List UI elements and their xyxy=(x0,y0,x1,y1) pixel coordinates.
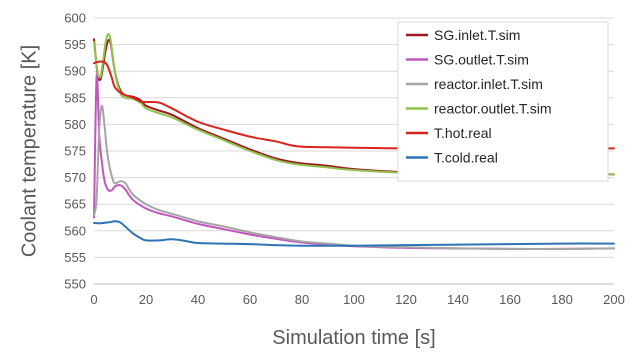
y-tick-label: 580 xyxy=(64,117,86,132)
series-lines xyxy=(93,32,615,250)
axes: 550 555 560 565 570 575 580 585 590 595 600 0 20 40 60… xyxy=(64,11,625,308)
legend: SG.inlet.T.sim SG.outlet.T.sim reactor.inl… xyxy=(397,21,609,182)
y-axis-label: Coolant temperature [K] xyxy=(18,45,40,257)
x-axis-label: Simulation time [s] xyxy=(272,327,435,349)
y-tick-label: 575 xyxy=(64,144,86,159)
x-tick-label: 120 xyxy=(395,292,417,307)
series-line-reactor-outlet-t-sim xyxy=(93,32,615,176)
y-tick-label: 600 xyxy=(64,11,86,26)
y-tick-label: 590 xyxy=(64,64,86,79)
x-tick-label: 80 xyxy=(295,292,309,307)
y-tick-label: 595 xyxy=(64,37,86,52)
legend-label: T.hot.real xyxy=(434,125,492,141)
y-tick-label: 585 xyxy=(64,90,86,105)
y-tick-label: 550 xyxy=(64,277,86,292)
x-tick-label: 200 xyxy=(603,292,625,307)
x-tick-label: 60 xyxy=(243,292,257,307)
series-line-t-hot-real xyxy=(93,60,615,150)
y-tick-label: 570 xyxy=(64,170,86,185)
legend-label: SG.outlet.T.sim xyxy=(434,52,529,68)
legend-label: reactor.inlet.T.sim xyxy=(434,76,543,92)
legend-label: reactor.outlet.T.sim xyxy=(434,101,552,117)
series-line-reactor-inlet-t-sim xyxy=(93,104,615,250)
y-tick-label: 560 xyxy=(64,223,86,238)
x-tick-label: 40 xyxy=(191,292,205,307)
y-tick-label: 555 xyxy=(64,250,86,265)
gridlines xyxy=(94,17,614,258)
legend-label: SG.inlet.T.sim xyxy=(434,27,520,43)
y-tick-label: 565 xyxy=(64,197,86,212)
x-tick-label: 0 xyxy=(90,292,97,307)
legend-box xyxy=(397,21,609,182)
legend-label: T.cold.real xyxy=(434,150,498,166)
x-tick-label: 100 xyxy=(343,292,365,307)
x-tick-label: 20 xyxy=(139,292,153,307)
x-tick-label: 160 xyxy=(499,292,521,307)
series-line-t-cold-real xyxy=(93,220,615,247)
x-tick-label: 140 xyxy=(447,292,469,307)
x-tick-label: 180 xyxy=(551,292,573,307)
